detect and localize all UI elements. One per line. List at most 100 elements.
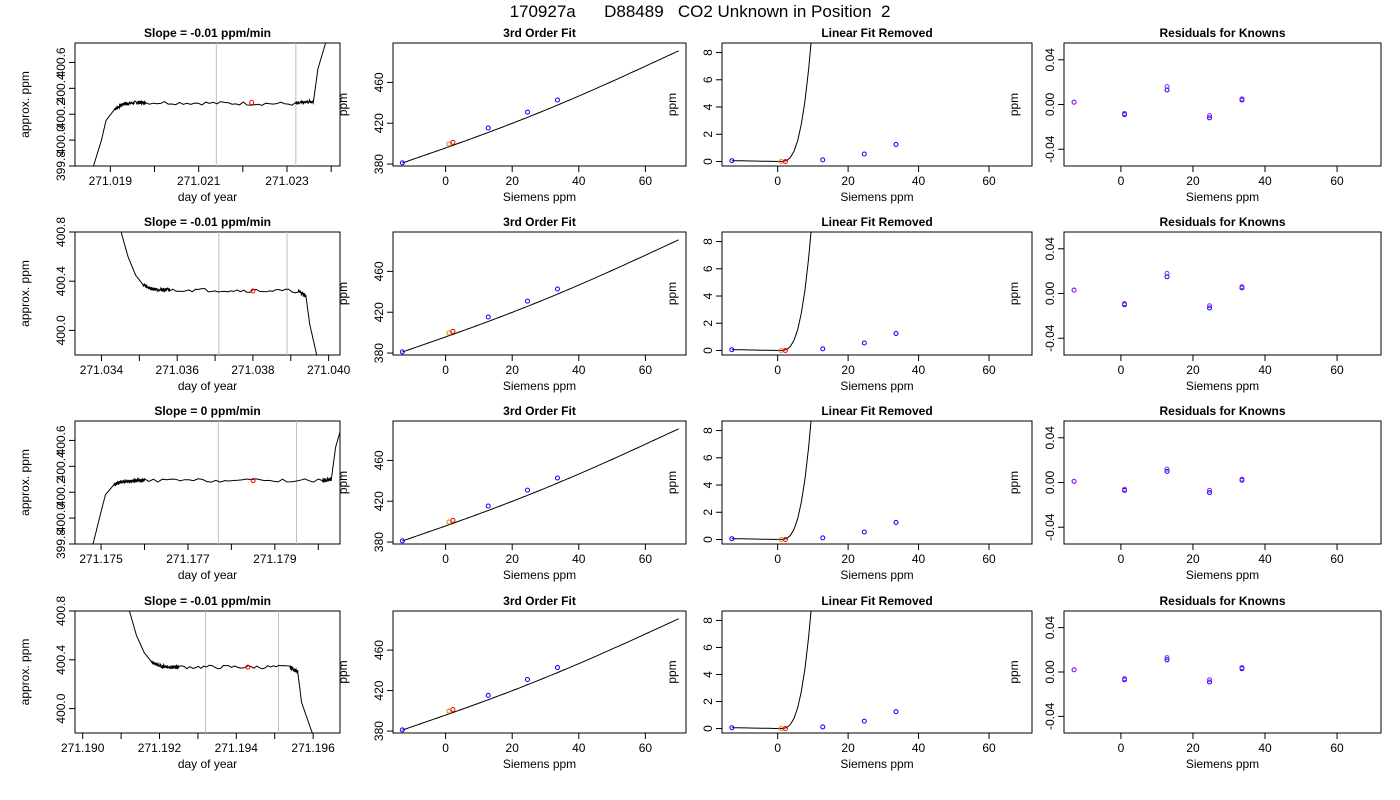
chart-15-ytick-label: 8 (701, 617, 715, 624)
chart-7-xtick-label: 40 (912, 363, 926, 377)
chart-12-ytick-label: -0.04 (1043, 513, 1057, 541)
chart-11-xtick-label: 0 (774, 552, 781, 566)
chart-3-marks (729, 43, 899, 165)
chart-7-ylabel: ppm (665, 282, 679, 305)
chart-2: 3rd Order Fit Siemens ppm ppm 0 20 40 60 380 420… (336, 26, 687, 204)
chart-14-xtick-label: 20 (506, 741, 520, 755)
chart-14-ytick-label: 420 (372, 680, 386, 700)
chart-16-point (1164, 657, 1170, 663)
chart-1-ytick-label: 400.0 (54, 125, 68, 155)
chart-3-ylabel: ppm (665, 93, 679, 116)
chart-5-ylabel: approx. ppm (18, 260, 32, 327)
chart-1-ytick-label: 400.4 (54, 73, 68, 103)
chart-10-title: 3rd Order Fit (503, 404, 576, 418)
chart-11-ytick-label: 2 (701, 509, 715, 516)
chart-3-xtick-label: 20 (841, 174, 855, 188)
chart-8-point (1164, 270, 1170, 276)
chart-12-xtick-label: 40 (1258, 552, 1272, 566)
chart-12-marks (1071, 466, 1245, 496)
chart-8-point (1239, 284, 1245, 290)
chart-10-ytick-label: 420 (372, 491, 386, 511)
chart-9-ytick-label: 400.2 (54, 477, 68, 507)
chart-16-ytick-label: -0.04 (1043, 702, 1057, 730)
chart-8-point (1207, 305, 1213, 311)
chart-9-ylabel: approx. ppm (18, 449, 32, 516)
chart-7-point (820, 346, 826, 352)
chart-16-xlabel: Siemens ppm (1186, 757, 1259, 771)
chart-14: 3rd Order Fit Siemens ppm ppm 0 20 40 60 380 420… (336, 594, 687, 771)
chart-8-point (1071, 287, 1077, 293)
chart-6-ytick-label: 380 (372, 343, 386, 363)
chart-7-ytick-label: 2 (701, 320, 715, 327)
chart-1-plot-frame (74, 42, 341, 167)
chart-2-point (446, 141, 452, 147)
chart-15-xlabel: Siemens ppm (840, 757, 913, 771)
chart-10-xtick-label: 60 (639, 552, 653, 566)
chart-12-point (1164, 468, 1170, 474)
chart-7-xtick-label: 0 (774, 363, 781, 377)
chart-6-ytick-label: 460 (372, 261, 386, 281)
chart-12-point (1071, 478, 1077, 484)
chart-10-ytick-label: 380 (372, 532, 386, 552)
chart-9-marks (92, 421, 340, 544)
chart-5-ytick-label: 400.8 (54, 217, 68, 247)
chart-12-title: Residuals for Knowns (1159, 404, 1285, 418)
chart-9: Slope = 0 ppm/min day of year approx. ppm 2… (18, 404, 341, 582)
chart-4-title: Residuals for Knowns (1159, 26, 1285, 40)
chart-3-fit-curve (731, 43, 812, 163)
chart-16: Residuals for Knowns Siemens ppm ppm 0 20 40 6… (1007, 594, 1382, 771)
chart-16-xtick-label: 40 (1258, 741, 1272, 755)
chart-9-marker (250, 478, 256, 484)
chart-7-xtick-label: 60 (982, 363, 996, 377)
chart-10-xtick-label: 40 (572, 552, 586, 566)
chart-6-xtick-label: 20 (506, 363, 520, 377)
chart-14-xtick-label: 40 (572, 741, 586, 755)
chart-9-xtick-label: 271.177 (166, 552, 210, 566)
chart-7-xtick-label: 20 (841, 363, 855, 377)
chart-13-xtick-label: 271.190 (61, 741, 105, 755)
chart-8-plot-frame (1063, 231, 1382, 356)
chart-6-point (485, 314, 491, 320)
chart-12-point (1164, 466, 1170, 472)
chart-5-marks (120, 232, 318, 355)
chart-13-ytick-label: 400.8 (54, 596, 68, 626)
chart-6-marks (399, 239, 679, 355)
chart-13-xlabel: day of year (178, 757, 237, 771)
chart-15-point (820, 724, 826, 730)
chart-6-xlabel: Siemens ppm (503, 379, 576, 393)
chart-2-point (450, 139, 456, 145)
chart-14-ytick-label: 380 (372, 721, 386, 741)
chart-1-xtick-label: 271.021 (177, 174, 221, 188)
chart-16-marks (1071, 655, 1245, 685)
chart-4-ytick-label: 0.00 (1043, 92, 1057, 116)
chart-10-ylabel: ppm (336, 471, 350, 494)
chart-4-point (1164, 87, 1170, 93)
chart-14-point (450, 707, 456, 713)
chart-3-xlabel: Siemens ppm (840, 190, 913, 204)
chart-5-xlabel: day of year (178, 379, 237, 393)
chart-15-xtick-label: 0 (774, 741, 781, 755)
chart-9-title: Slope = 0 ppm/min (154, 404, 260, 418)
chart-10-point (446, 519, 452, 525)
chart-1-ytick-label: 400.6 (54, 47, 68, 77)
chart-16-ytick-label: 0.00 (1043, 660, 1057, 684)
chart-5-trace (120, 232, 318, 355)
chart-11-ytick-label: 0 (701, 536, 715, 543)
chart-2-point (485, 125, 491, 131)
chart-14-point (399, 727, 405, 733)
chart-9-ytick-label: 400.0 (54, 503, 68, 533)
chart-6-point (399, 349, 405, 355)
chart-15-xtick-label: 20 (841, 741, 855, 755)
chart-1-ytick-label: 399.8 (54, 151, 68, 181)
chart-3: Linear Fit Removed Siemens ppm ppm 0 20 40 60 0… (665, 26, 1033, 204)
chart-4-point (1071, 99, 1077, 105)
chart-6-point (446, 330, 452, 336)
chart-8-xtick-label: 60 (1330, 363, 1344, 377)
chart-4-point (1122, 110, 1128, 116)
chart-14-point (446, 708, 452, 714)
chart-14-point (485, 692, 491, 698)
chart-14-xtick-label: 0 (442, 741, 449, 755)
chart-7-xlabel: Siemens ppm (840, 379, 913, 393)
chart-5-plot-frame (74, 231, 341, 356)
chart-7-fit-curve (731, 232, 812, 352)
